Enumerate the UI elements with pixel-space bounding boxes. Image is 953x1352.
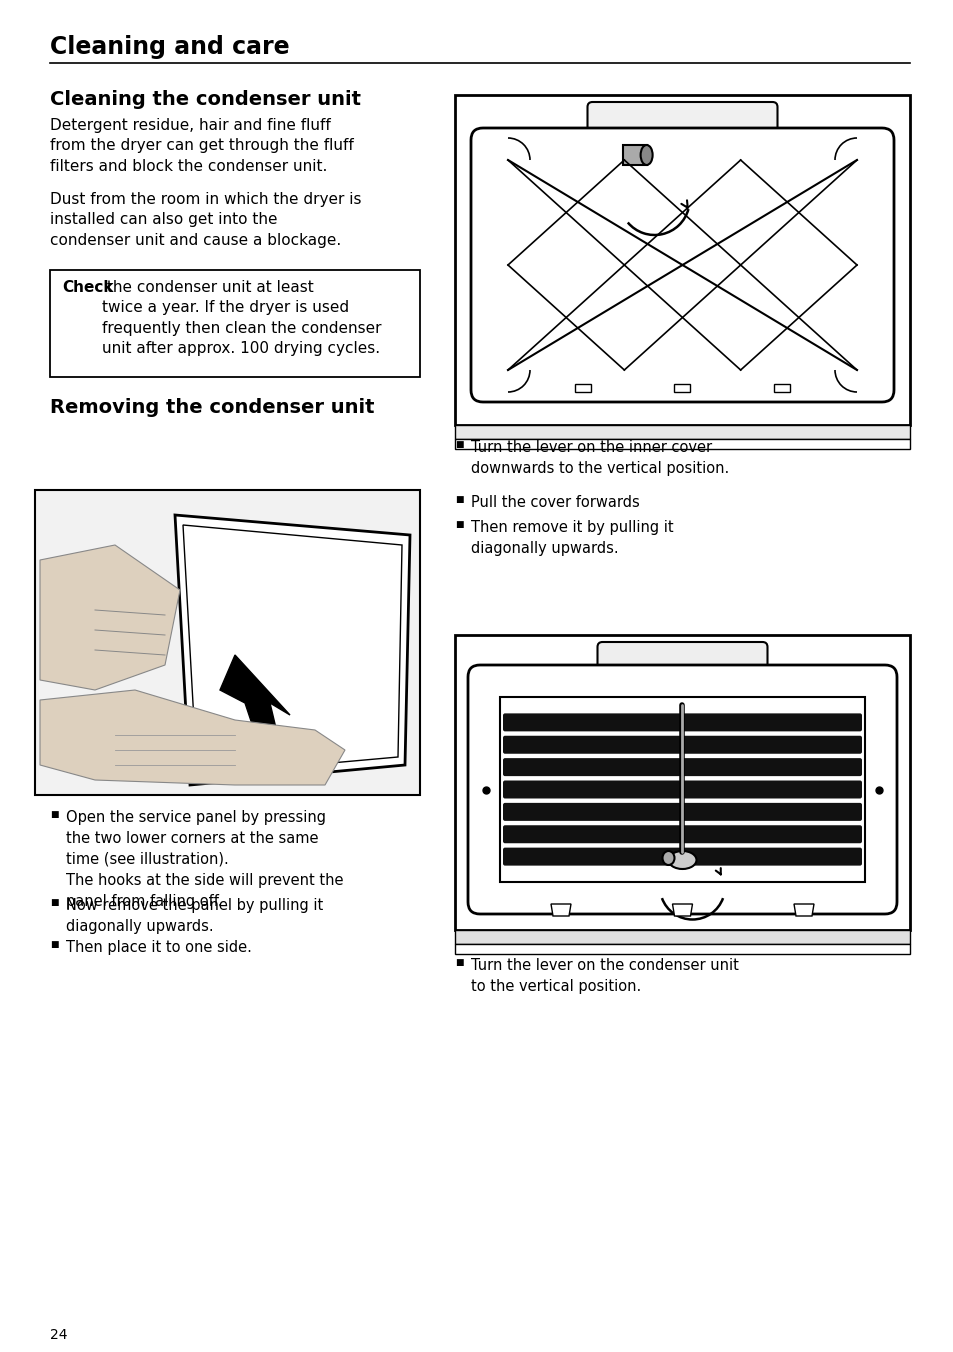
Bar: [455, 930, 909, 944]
Text: ■: ■: [50, 810, 58, 819]
Ellipse shape: [661, 850, 674, 865]
FancyBboxPatch shape: [502, 780, 862, 799]
Bar: [455, 635, 909, 930]
Text: ■: ■: [455, 959, 463, 967]
Bar: [35, 489, 419, 795]
Bar: [774, 384, 789, 392]
Bar: [455, 944, 909, 955]
FancyBboxPatch shape: [468, 665, 896, 914]
Text: ■: ■: [455, 495, 463, 504]
Text: Cleaning the condenser unit: Cleaning the condenser unit: [50, 91, 360, 110]
Text: Removing the condenser unit: Removing the condenser unit: [50, 397, 375, 416]
FancyBboxPatch shape: [597, 642, 767, 677]
Polygon shape: [174, 515, 410, 786]
Bar: [622, 145, 646, 165]
FancyBboxPatch shape: [502, 825, 862, 844]
Bar: [50, 270, 419, 377]
Text: ■: ■: [50, 898, 58, 907]
FancyBboxPatch shape: [502, 758, 862, 776]
Text: Check: Check: [62, 280, 113, 295]
Polygon shape: [551, 904, 571, 917]
Text: Turn the lever on the inner cover
downwards to the vertical position.: Turn the lever on the inner cover downwa…: [471, 439, 728, 476]
Bar: [499, 698, 864, 882]
Text: Open the service panel by pressing
the two lower corners at the same
time (see i: Open the service panel by pressing the t…: [66, 810, 343, 909]
Text: Cleaning and care: Cleaning and care: [50, 35, 290, 59]
Text: Dust from the room in which the dryer is
installed can also get into the
condens: Dust from the room in which the dryer is…: [50, 192, 361, 247]
Ellipse shape: [640, 145, 652, 165]
Bar: [574, 384, 590, 392]
FancyBboxPatch shape: [502, 714, 862, 731]
Bar: [455, 439, 909, 449]
Text: Then place it to one side.: Then place it to one side.: [66, 940, 252, 955]
Text: ■: ■: [455, 439, 463, 449]
Text: Detergent residue, hair and fine fluff
from the dryer can get through the fluff
: Detergent residue, hair and fine fluff f…: [50, 118, 354, 174]
Text: ■: ■: [455, 521, 463, 529]
FancyBboxPatch shape: [502, 735, 862, 754]
Polygon shape: [220, 654, 290, 745]
Polygon shape: [672, 904, 692, 917]
FancyBboxPatch shape: [471, 128, 893, 402]
Text: Then remove it by pulling it
diagonally upwards.: Then remove it by pulling it diagonally …: [471, 521, 673, 556]
Text: the condenser unit at least
twice a year. If the dryer is used
frequently then c: the condenser unit at least twice a year…: [102, 280, 381, 356]
Polygon shape: [793, 904, 813, 917]
Ellipse shape: [668, 850, 696, 869]
Bar: [455, 425, 909, 439]
FancyBboxPatch shape: [502, 803, 862, 821]
FancyBboxPatch shape: [587, 101, 777, 141]
Text: Turn the lever on the condenser unit
to the vertical position.: Turn the lever on the condenser unit to …: [471, 959, 739, 994]
Text: 24: 24: [50, 1328, 68, 1343]
Polygon shape: [40, 690, 345, 786]
FancyBboxPatch shape: [502, 848, 862, 865]
Text: Now remove the panel by pulling it
diagonally upwards.: Now remove the panel by pulling it diago…: [66, 898, 323, 934]
Text: ■: ■: [50, 940, 58, 949]
Bar: [674, 384, 690, 392]
Polygon shape: [40, 545, 180, 690]
Text: Pull the cover forwards: Pull the cover forwards: [471, 495, 639, 510]
Polygon shape: [95, 556, 170, 645]
Bar: [455, 95, 909, 425]
